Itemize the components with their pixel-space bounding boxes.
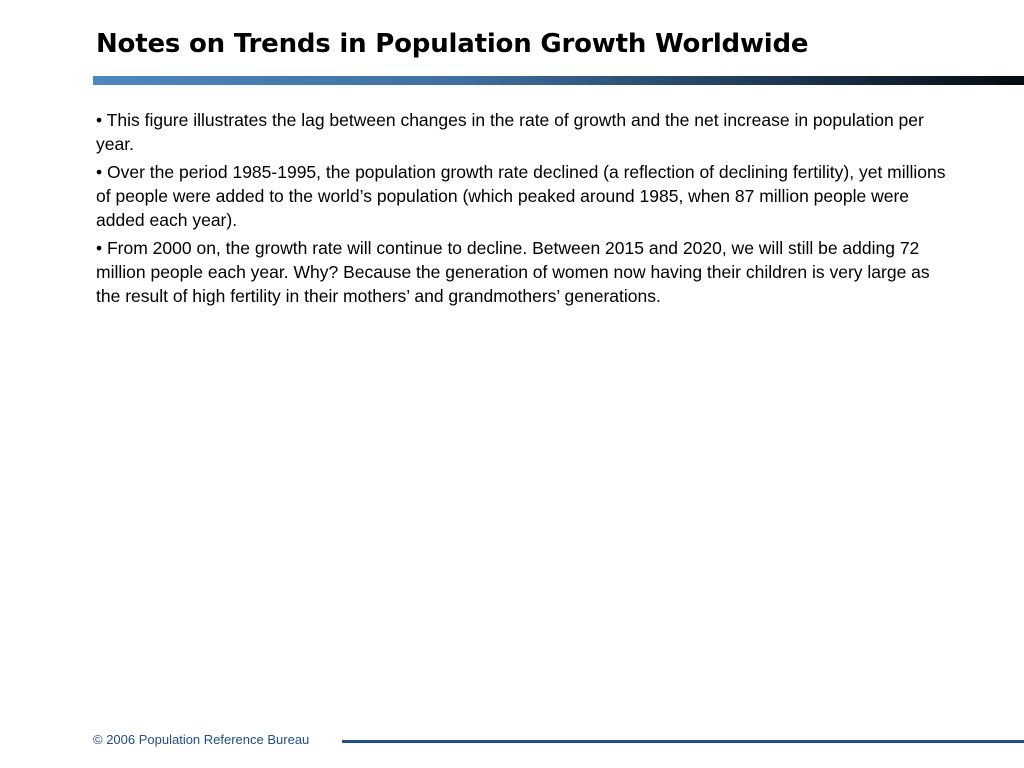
notes-body: • This figure illustrates the lag betwee… <box>96 108 951 312</box>
note-item: • From 2000 on, the growth rate will con… <box>96 238 930 306</box>
title-divider <box>93 76 1024 85</box>
footer-divider <box>342 740 1024 743</box>
note-item: • Over the period 1985-1995, the populat… <box>96 162 946 230</box>
slide-title: Notes on Trends in Population Growth Wor… <box>96 29 809 59</box>
footer-copyright: © 2006 Population Reference Bureau <box>93 732 310 747</box>
note-item: • This figure illustrates the lag betwee… <box>96 110 924 154</box>
